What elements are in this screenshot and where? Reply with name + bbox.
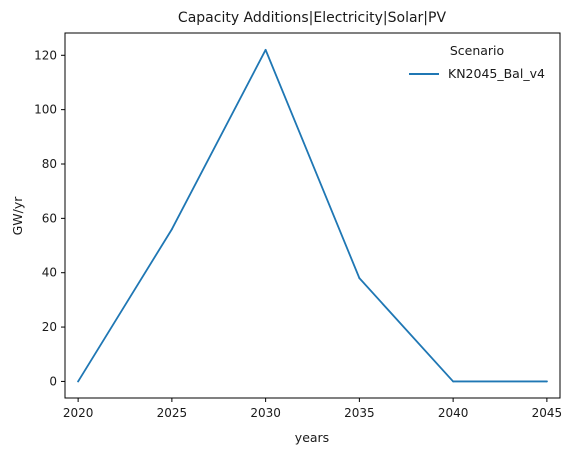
data-point	[358, 277, 361, 280]
data-point	[452, 380, 455, 383]
y-axis-ticks: 0 20 40 60 80 100 120	[34, 48, 65, 388]
data-point	[264, 48, 267, 51]
y-tick-label: 40	[42, 266, 57, 280]
x-tick-label: 2035	[344, 406, 375, 420]
data-point	[545, 380, 548, 383]
x-tick-label: 2045	[532, 406, 563, 420]
x-tick-label: 2040	[438, 406, 469, 420]
legend-label: KN2045_Bal_v4	[448, 66, 545, 81]
y-tick-label: 60	[42, 211, 57, 225]
y-tick-label: 80	[42, 157, 57, 171]
x-tick-label: 2020	[63, 406, 94, 420]
x-axis-label: years	[295, 430, 329, 445]
series-layer	[77, 48, 548, 383]
series-line	[77, 48, 548, 383]
plot-frame	[64, 32, 561, 399]
y-tick-label: 20	[42, 320, 57, 334]
data-point	[77, 380, 80, 383]
y-tick-label: 100	[34, 103, 57, 117]
legend-title: Scenario	[450, 43, 504, 58]
chart-title: Capacity Additions|Electricity|Solar|PV	[178, 10, 447, 26]
y-tick-label: 120	[34, 48, 57, 62]
plot-area	[64, 32, 561, 399]
y-axis-label: GW/yr	[10, 196, 25, 236]
x-tick-label: 2030	[250, 406, 281, 420]
legend: Scenario KN2045_Bal_v4	[409, 43, 545, 81]
data-point	[170, 228, 173, 231]
y-tick-label: 0	[49, 374, 57, 388]
x-axis-ticks: 2020 2025 2030 2035 2040 2045	[63, 398, 562, 420]
x-tick-label: 2025	[157, 406, 188, 420]
